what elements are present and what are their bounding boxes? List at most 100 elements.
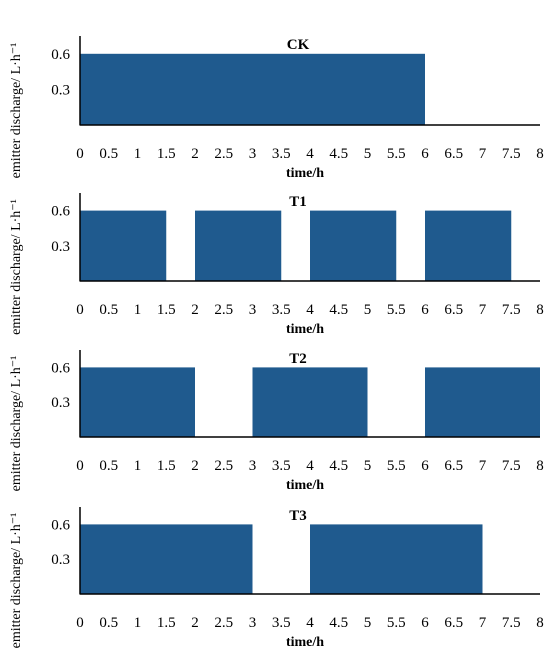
x-axis-label: time/h [286,635,324,650]
x-tick-label: 2.5 [214,458,233,474]
x-axis-label: time/h [286,166,324,181]
x-tick-label: 4.5 [329,302,348,318]
x-tick-label: 6.5 [444,146,463,162]
x-tick-label: 8 [536,615,544,631]
chart-panel-ck: 0 0.5 1 1.5 2 2.5 3 3.5 4 4.5 5 5.5 6 6.5 7 7.5 8 0.3 0.6 C… [9,36,544,181]
y-tick-label: 0.3 [51,552,70,568]
chart-panel-t3: 0 0.5 1 1.5 2 2.5 3 3.5 4 4.5 5 5.5 6 6.5 7 7.5 8 0.3 0.6 T… [9,507,544,650]
x-tick-label: 0.5 [99,615,118,631]
y-axis-label: emitter discharge/ L·h⁻¹ [9,43,24,179]
x-tick-label: 4.5 [329,458,348,474]
x-tick-label: 6 [421,615,429,631]
panel-title: T1 [289,194,307,210]
x-tick-label: 3.5 [272,458,291,474]
x-tick-label: 7.5 [502,615,521,631]
discharge-bar-2 [195,210,282,281]
x-tick-label: 0 [76,146,84,162]
x-tick-label: 7.5 [502,146,521,162]
x-tick-label: 4 [306,146,314,162]
x-tick-label: 2.5 [214,302,233,318]
x-tick-label: 4 [306,302,314,318]
x-tick-label: 1 [134,615,142,631]
x-tick-label: 6.5 [444,615,463,631]
x-tick-label: 1 [134,146,142,162]
x-tick-label: 1 [134,458,142,474]
discharge-bar-1 [80,53,425,125]
x-tick-label: 2 [191,146,199,162]
discharge-bar-1 [80,367,195,437]
y-tick-label: 0.3 [51,82,70,98]
x-tick-label: 8 [536,302,544,318]
x-tick-label: 5 [364,615,372,631]
panel-title: CK [287,37,310,53]
discharge-bar-4 [425,210,512,281]
x-tick-label: 1 [134,302,142,318]
x-tick-label: 7 [479,146,487,162]
x-tick-label: 7 [479,615,487,631]
x-tick-label: 5.5 [387,615,406,631]
x-tick-label: 3.5 [272,146,291,162]
x-tick-label: 5 [364,458,372,474]
x-tick-label: 1.5 [157,615,176,631]
discharge-bar-2 [310,524,483,594]
x-tick-label: 3.5 [272,302,291,318]
x-tick-label: 8 [536,458,544,474]
x-tick-label: 3 [249,615,257,631]
x-tick-label: 0.5 [99,302,118,318]
discharge-bar-1 [80,210,167,281]
x-tick-label: 0 [76,458,84,474]
x-tick-label: 3 [249,458,257,474]
x-tick-label: 2 [191,302,199,318]
x-tick-label: 5 [364,302,372,318]
chart-panel-t1: 0 0.5 1 1.5 2 2.5 3 3.5 4 4.5 5 5.5 6 6.5 7 7.5 8 0.3 0.6 T… [9,193,544,337]
y-tick-label: 0.6 [51,204,70,220]
x-tick-label: 3.5 [272,615,291,631]
discharge-bar-1 [80,524,253,594]
x-tick-label: 6.5 [444,302,463,318]
y-tick-label: 0.6 [51,517,70,533]
x-tick-label: 7 [479,302,487,318]
x-tick-label: 5.5 [387,458,406,474]
x-tick-label: 4.5 [329,615,348,631]
x-tick-label: 7 [479,458,487,474]
discharge-bar-3 [310,210,397,281]
y-tick-label: 0.3 [51,395,70,411]
x-tick-label: 2 [191,458,199,474]
x-tick-label: 7.5 [502,458,521,474]
x-tick-label: 7.5 [502,302,521,318]
x-tick-label: 4 [306,458,314,474]
x-tick-label: 6.5 [444,458,463,474]
x-tick-label: 2.5 [214,146,233,162]
panel-title: T2 [289,351,307,367]
y-tick-label: 0.6 [51,360,70,376]
x-tick-label: 3 [249,302,257,318]
x-tick-label: 6 [421,458,429,474]
x-tick-label: 6 [421,146,429,162]
x-tick-label: 0.5 [99,458,118,474]
y-axis-label: emitter discharge/ L·h⁻¹ [9,513,24,649]
y-axis-label: emitter discharge/ L·h⁻¹ [9,199,24,335]
x-tick-label: 1.5 [157,302,176,318]
discharge-bar-3 [425,367,540,437]
x-tick-label: 4 [306,615,314,631]
x-tick-label: 0.5 [99,146,118,162]
x-axis-label: time/h [286,478,324,493]
x-tick-label: 5.5 [387,146,406,162]
x-tick-label: 1.5 [157,458,176,474]
x-tick-label: 0 [76,302,84,318]
x-tick-label: 0 [76,615,84,631]
x-tick-label: 5.5 [387,302,406,318]
x-tick-label: 4.5 [329,146,348,162]
x-tick-label: 6 [421,302,429,318]
y-tick-label: 0.3 [51,239,70,255]
x-axis-label: time/h [286,322,324,337]
x-tick-label: 2 [191,615,199,631]
y-axis-label: emitter discharge/ L·h⁻¹ [9,356,24,492]
discharge-bar-2 [252,367,368,437]
x-tick-label: 2.5 [214,615,233,631]
y-tick-label: 0.6 [51,47,70,63]
x-tick-label: 5 [364,146,372,162]
panel-title: T3 [289,508,307,524]
x-tick-label: 3 [249,146,257,162]
